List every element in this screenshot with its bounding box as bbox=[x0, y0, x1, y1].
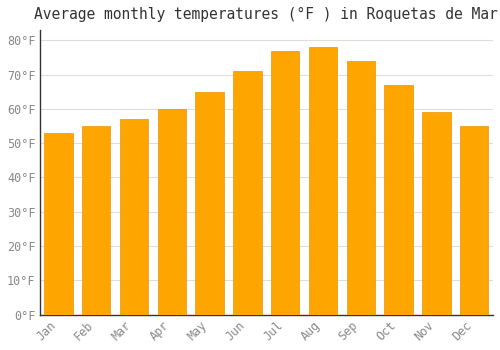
Bar bbox=[422, 112, 450, 315]
Bar bbox=[460, 126, 488, 315]
Bar bbox=[158, 109, 186, 315]
Bar bbox=[346, 61, 375, 315]
Bar bbox=[271, 51, 300, 315]
Bar bbox=[44, 133, 72, 315]
Bar bbox=[234, 71, 262, 315]
Bar bbox=[82, 126, 110, 315]
Title: Average monthly temperatures (°F ) in Roquetas de Mar: Average monthly temperatures (°F ) in Ro… bbox=[34, 7, 498, 22]
Bar bbox=[384, 85, 413, 315]
Bar bbox=[309, 47, 337, 315]
Bar bbox=[196, 92, 224, 315]
Bar bbox=[120, 119, 148, 315]
